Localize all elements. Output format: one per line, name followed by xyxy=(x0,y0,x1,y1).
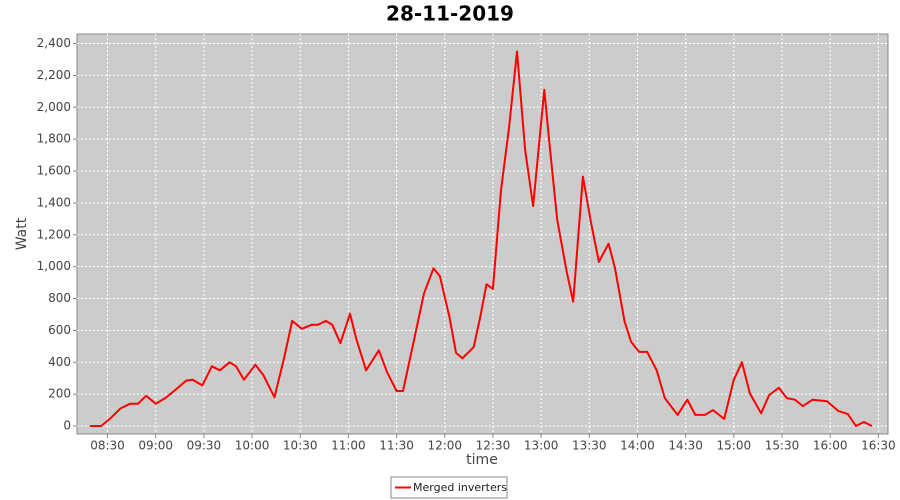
y-tick-label: 800 xyxy=(48,291,71,305)
chart-title: 28-11-2019 xyxy=(386,2,514,26)
x-tick-label: 13:30 xyxy=(572,439,607,453)
x-tick-label: 14:00 xyxy=(620,439,655,453)
plot-area xyxy=(76,33,889,435)
x-tick-label: 11:30 xyxy=(379,439,414,453)
x-axis-label: time xyxy=(466,452,498,468)
x-tick-label: 09:00 xyxy=(138,439,173,453)
legend: Merged inverters xyxy=(390,476,508,499)
y-tick-label: 0 xyxy=(63,419,71,433)
x-tick-label: 16:00 xyxy=(813,439,848,453)
legend-label: Merged inverters xyxy=(413,481,507,494)
y-tick-label: 2,400 xyxy=(37,36,71,50)
x-tick-label: 08:30 xyxy=(90,439,125,453)
data-line xyxy=(89,50,873,427)
y-tick-label: 1,600 xyxy=(37,164,71,178)
y-tick-label: 2,000 xyxy=(37,100,71,114)
y-tick-label: 1,200 xyxy=(37,227,71,241)
legend-box xyxy=(390,476,508,499)
x-tick-label: 15:30 xyxy=(765,439,800,453)
x-tick-label: 09:30 xyxy=(187,439,222,453)
x-tick-label: 10:00 xyxy=(235,439,270,453)
x-tick-label: 14:30 xyxy=(668,439,703,453)
y-tick-label: 600 xyxy=(48,323,71,337)
y-tick-label: 400 xyxy=(48,355,71,369)
x-tick-label: 12:00 xyxy=(427,439,462,453)
y-tick-label: 2,200 xyxy=(37,68,71,82)
x-tick-label: 11:00 xyxy=(331,439,366,453)
y-axis-label: Watt xyxy=(14,217,30,250)
x-tick-label: 13:00 xyxy=(524,439,559,453)
x-tick-label: 12:30 xyxy=(476,439,511,453)
x-tick-label: 10:30 xyxy=(283,439,318,453)
x-tick-label: 15:00 xyxy=(717,439,752,453)
y-tick-label: 200 xyxy=(48,387,71,401)
y-tick-label: 1,400 xyxy=(37,195,71,209)
y-tick-label: 1,800 xyxy=(37,132,71,146)
y-tick-label: 1,000 xyxy=(37,259,71,273)
x-tick-label: 16:30 xyxy=(861,439,896,453)
